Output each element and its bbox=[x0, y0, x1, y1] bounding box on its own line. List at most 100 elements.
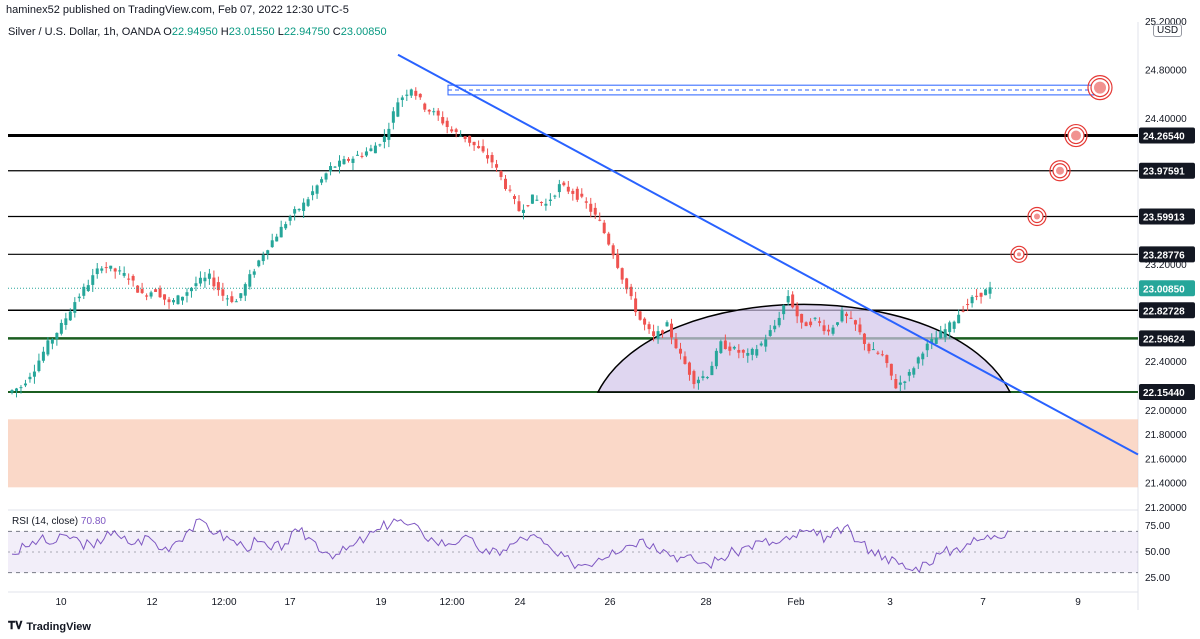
target-core bbox=[1034, 213, 1040, 220]
candle-body bbox=[167, 299, 171, 303]
candle-body bbox=[490, 154, 494, 163]
time-tick: 26 bbox=[604, 597, 616, 608]
candle-body bbox=[988, 287, 992, 294]
candle-body bbox=[557, 184, 561, 193]
candle-body bbox=[728, 346, 732, 351]
rsi-name: RSI (14, close) bbox=[12, 516, 79, 527]
candle-body bbox=[836, 322, 840, 325]
candle-body bbox=[844, 313, 848, 317]
candle-body bbox=[755, 349, 759, 356]
candle-body bbox=[822, 325, 826, 332]
candle-body bbox=[104, 267, 108, 269]
candle-body bbox=[288, 216, 292, 221]
time-tick: 7 bbox=[980, 597, 986, 608]
candle-body bbox=[903, 381, 907, 383]
candle-body bbox=[795, 305, 799, 317]
symbol-legend: Silver / U.S. Dollar, 1h, OANDA O22.9495… bbox=[8, 26, 387, 38]
low-label: L bbox=[277, 26, 284, 38]
candle-body bbox=[136, 285, 140, 293]
rsi-legend: RSI (14, close) 70.80 bbox=[12, 516, 106, 527]
candle-body bbox=[818, 321, 822, 323]
price-tick: 21.60000 bbox=[1145, 454, 1187, 465]
candle-body bbox=[521, 209, 525, 213]
rsi-line bbox=[11, 518, 1009, 574]
candle-body bbox=[198, 277, 202, 284]
candle-body bbox=[261, 254, 265, 262]
candle-body bbox=[526, 205, 530, 207]
candle-body bbox=[853, 320, 857, 325]
candle-body bbox=[37, 360, 41, 372]
candle-body bbox=[616, 254, 620, 268]
candle-body bbox=[907, 371, 911, 376]
close-label: C bbox=[332, 26, 341, 38]
candle-body bbox=[163, 294, 167, 300]
candle-body bbox=[342, 159, 346, 165]
candle-body bbox=[378, 144, 382, 146]
candle-body bbox=[553, 195, 557, 197]
candle-body bbox=[575, 188, 579, 200]
candle-body bbox=[360, 155, 364, 157]
price-label-text: 24.26540 bbox=[1143, 132, 1185, 143]
candle-body bbox=[732, 346, 736, 349]
target-core bbox=[1094, 81, 1106, 94]
candle-body bbox=[41, 351, 45, 361]
candle-body bbox=[203, 277, 207, 282]
candle-body bbox=[674, 338, 678, 349]
candle-body bbox=[266, 250, 270, 255]
price-label-text: 22.82728 bbox=[1143, 306, 1185, 317]
candle-body bbox=[400, 97, 404, 101]
candle-body bbox=[912, 368, 916, 375]
candle-body bbox=[284, 224, 288, 229]
candle-body bbox=[634, 298, 638, 313]
candle-body bbox=[571, 190, 575, 194]
candle-body bbox=[629, 286, 633, 297]
candle-body bbox=[759, 343, 763, 346]
candle-body bbox=[741, 349, 745, 353]
candle-body bbox=[692, 371, 696, 385]
price-label-text: 22.59624 bbox=[1143, 334, 1185, 345]
price-tick: 25.20000 bbox=[1145, 17, 1187, 28]
candle-body bbox=[535, 199, 539, 201]
candle-body bbox=[512, 196, 516, 199]
price-label-box bbox=[1139, 162, 1195, 179]
price-label-box bbox=[1139, 127, 1195, 144]
candle-body bbox=[495, 164, 499, 168]
price-label-text: 23.00850 bbox=[1143, 284, 1185, 295]
candle-body bbox=[118, 270, 122, 272]
candle-body bbox=[952, 321, 956, 329]
candle-body bbox=[930, 339, 934, 344]
candle-body bbox=[625, 278, 629, 290]
time-tick: Feb bbox=[787, 597, 805, 608]
candle-body bbox=[566, 186, 570, 192]
candle-body bbox=[450, 129, 454, 132]
candle-body bbox=[773, 325, 777, 330]
candle-body bbox=[279, 226, 283, 238]
candle-body bbox=[880, 354, 884, 356]
candle-body bbox=[436, 110, 440, 116]
rsi-tick: 50.00 bbox=[1145, 547, 1170, 558]
candle-body bbox=[468, 135, 472, 143]
candle-body bbox=[504, 178, 508, 190]
candle-body bbox=[315, 185, 319, 194]
candle-body bbox=[64, 318, 68, 325]
candle-body bbox=[10, 390, 14, 393]
candle-body bbox=[387, 128, 391, 140]
candle-body bbox=[100, 268, 104, 271]
candle-body bbox=[275, 236, 279, 242]
price-tick: 21.40000 bbox=[1145, 479, 1187, 490]
candle-body bbox=[687, 362, 691, 375]
time-tick: 9 bbox=[1075, 597, 1081, 608]
candle-body bbox=[32, 371, 36, 377]
candle-body bbox=[355, 154, 359, 156]
candle-body bbox=[638, 311, 642, 320]
candle-body bbox=[800, 313, 804, 323]
candle-body bbox=[970, 296, 974, 304]
candle-body bbox=[364, 151, 368, 156]
currency-button[interactable]: USD bbox=[1153, 24, 1183, 37]
candle-body bbox=[432, 111, 436, 113]
candle-body bbox=[207, 273, 211, 279]
symbol-name: Silver / U.S. Dollar, 1h, OANDA bbox=[8, 26, 161, 38]
close-value: 23.00850 bbox=[340, 26, 387, 38]
candle-body bbox=[961, 310, 965, 312]
